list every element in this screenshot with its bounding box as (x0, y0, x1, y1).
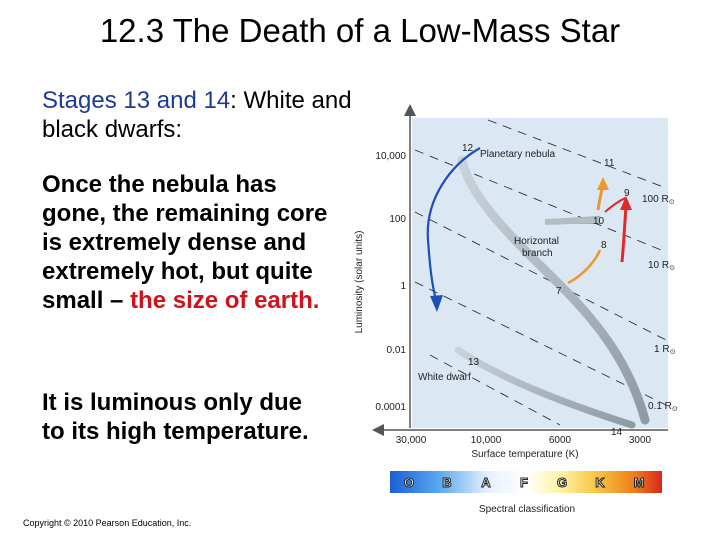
stage-number: 8 (601, 240, 607, 251)
y-tick: 100 (389, 214, 406, 225)
radius-label: 1 R⊙ (654, 344, 676, 356)
red-arrow (604, 197, 627, 213)
stage-heading: Stages 13 and 14: White and black dwarfs… (42, 86, 372, 144)
radius-labels: 100 R⊙ 10 R⊙ 1 R⊙ 0.1 R⊙ (642, 194, 678, 413)
y-tick: 0.0001 (375, 402, 406, 413)
spectral-class: M (634, 475, 645, 490)
stage-numbers-text: Stages 13 and 14 (42, 87, 231, 114)
stage-heading-rest: : White and black dwarfs: (42, 87, 352, 143)
y-axis-label: Luminosity (solar units) (354, 231, 365, 334)
horizontal-branch-label: Horizontal (514, 236, 559, 247)
nebula-paragraph-main: Once the nebula has gone, the remaining … (42, 171, 328, 314)
stage-number: 9 (624, 188, 630, 199)
spectral-class: K (595, 475, 605, 490)
spectral-classes: O B A F G K M (403, 475, 645, 491)
stage-number: 11 (604, 158, 615, 169)
stage-number: 12 (462, 143, 474, 154)
temperature-axis-arrow (372, 424, 384, 436)
red-arrowhead (620, 196, 632, 210)
radius-label: 0.1 R⊙ (648, 401, 678, 413)
x-tick: 6000 (549, 435, 572, 446)
region-labels: Planetary nebula Horizontal branch White… (418, 149, 559, 383)
stage-number: 7 (556, 286, 562, 297)
nebula-paragraph: Once the nebula has gone, the remaining … (42, 170, 342, 315)
slide-title: 12.3 The Death of a Low-Mass Star (99, 12, 621, 49)
radius-line (429, 354, 561, 426)
radius-label: 100 R⊙ (642, 194, 675, 206)
spectral-bar (390, 471, 662, 493)
spectral-class: A (481, 475, 491, 490)
y-tick: 1 (400, 281, 406, 292)
copyright-notice: Copyright © 2010 Pearson Education, Inc. (23, 518, 192, 528)
x-tick: 3000 (629, 435, 652, 446)
stage-number-labels: 12 11 9 10 8 7 13 14 (462, 143, 630, 438)
x-axis-label: Surface temperature (K) (471, 449, 578, 460)
spectral-class: B (442, 475, 451, 490)
stage-number: 10 (593, 216, 605, 227)
spectral-class: F (520, 475, 528, 490)
x-tick-labels: 30,000 10,000 6000 3000 (396, 435, 652, 446)
stage-number: 14 (611, 427, 623, 438)
y-tick: 10,000 (375, 151, 406, 162)
blue-evolution-arrow (426, 147, 481, 301)
spectral-label: Spectral classification (479, 504, 575, 515)
orange-arrowhead (597, 177, 609, 190)
track-segment (544, 217, 601, 225)
x-tick: 30,000 (396, 435, 427, 446)
main-track (457, 155, 650, 425)
stage-number: 13 (468, 357, 480, 368)
luminosity-paragraph: It is luminous only due to its high temp… (42, 389, 309, 445)
y-tick-labels: 10,000 100 1 0.01 0.0001 (375, 151, 406, 413)
luminosity-axis-arrow (404, 104, 416, 116)
spectral-class: G (557, 475, 567, 490)
horizontal-branch-label: branch (522, 248, 553, 259)
white-dwarf-label: White dwarf (418, 372, 471, 383)
y-tick: 0.01 (387, 345, 407, 356)
spectral-class: O (404, 475, 414, 490)
x-tick: 10,000 (471, 435, 502, 446)
planetary-nebula-label: Planetary nebula (480, 149, 555, 160)
earth-size-highlight: the size of earth. (130, 287, 320, 314)
orange-branch-arrow (567, 249, 602, 285)
blue-arrowhead (430, 295, 443, 312)
radius-label: 10 R⊙ (648, 260, 675, 272)
white-dwarf-track (454, 346, 636, 429)
radius-line (414, 281, 667, 406)
